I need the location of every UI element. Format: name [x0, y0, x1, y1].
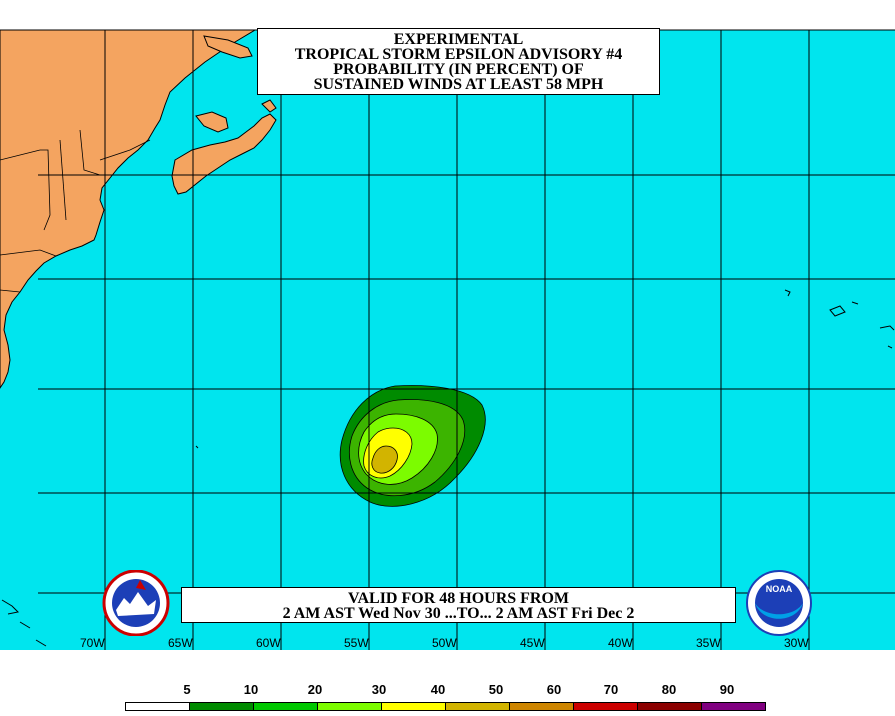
lon-label-40w: 40W: [608, 636, 633, 650]
legend-label-40: 40: [430, 682, 446, 697]
title-line-3: PROBABILITY (IN PERCENT) OF: [333, 61, 584, 78]
legend-color-bar: [125, 702, 766, 711]
legend-swatch-50: [446, 703, 510, 710]
lon-label-45w: 45W: [520, 636, 545, 650]
title-line-1: EXPERIMENTAL: [393, 31, 524, 48]
legend-swatch-5: [126, 703, 190, 710]
noaa-logo: NOAA: [746, 570, 812, 636]
nws-logo: [102, 570, 170, 636]
title-line-2: TROPICAL STORM EPSILON ADVISORY #4: [294, 46, 623, 63]
probability-contours: [339, 385, 486, 507]
legend-label-5: 5: [183, 682, 191, 697]
title-box: EXPERIMENTAL TROPICAL STORM EPSILON ADVI…: [257, 28, 660, 95]
legend-swatch-40: [382, 703, 446, 710]
legend-label-90: 90: [719, 682, 735, 697]
legend-label-50: 50: [488, 682, 504, 697]
legend-swatch-90: [702, 703, 765, 710]
caribbean-islands: [1, 289, 895, 647]
legend-label-80: 80: [661, 682, 677, 697]
legend-swatch-20: [254, 703, 318, 710]
contour-50: [371, 445, 398, 474]
legend-label-10: 10: [243, 682, 259, 697]
noaa-logo-text: NOAA: [766, 584, 793, 594]
political-borders: [0, 129, 151, 293]
longitude-labels: 70W 65W 60W 55W 50W 45W 40W 35W 30W: [80, 636, 809, 650]
lon-label-70w: 70W: [80, 636, 105, 650]
lat-lon-grid: [38, 29, 895, 650]
legend-label-20: 20: [307, 682, 323, 697]
title-line-4: SUSTAINED WINDS AT LEAST 58 MPH: [313, 76, 604, 93]
lon-label-35w: 35W: [696, 636, 721, 650]
lon-label-50w: 50W: [432, 636, 457, 650]
valid-line-2: 2 AM AST Wed Nov 30 ...TO... 2 AM AST Fr…: [282, 605, 635, 622]
north-america-landmass: [0, 29, 277, 389]
legend-swatch-80: [638, 703, 702, 710]
legend-swatch-30: [318, 703, 382, 710]
lon-label-30w: 30W: [784, 636, 809, 650]
lon-label-65w: 65W: [168, 636, 193, 650]
lon-label-55w: 55W: [344, 636, 369, 650]
valid-period-box: VALID FOR 48 HOURS FROM 2 AM AST Wed Nov…: [181, 587, 736, 623]
lon-label-60w: 60W: [256, 636, 281, 650]
legend-label-70: 70: [603, 682, 619, 697]
legend-swatch-10: [190, 703, 254, 710]
valid-line-1: VALID FOR 48 HOURS FROM: [347, 590, 570, 607]
legend-swatch-60: [510, 703, 574, 710]
legend-label-30: 30: [371, 682, 387, 697]
legend-swatch-70: [574, 703, 638, 710]
legend-label-60: 60: [546, 682, 562, 697]
